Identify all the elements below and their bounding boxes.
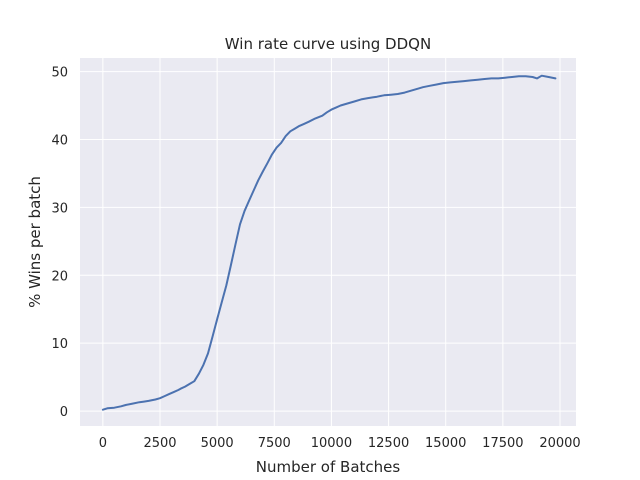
x-tick-label: 5000 <box>201 436 234 451</box>
x-tick-label: 10000 <box>311 436 352 451</box>
y-tick-label: 20 <box>51 269 68 284</box>
x-tick-label: 17500 <box>482 436 523 451</box>
grid <box>80 58 576 426</box>
series-line <box>101 74 557 411</box>
chart-title: Win rate curve using DDQN <box>225 35 431 53</box>
y-tick-label: 10 <box>51 337 68 352</box>
y-tick-label: 30 <box>51 201 68 216</box>
x-tick-label: 20000 <box>539 436 580 451</box>
y-tick-label: 0 <box>60 405 68 420</box>
y-tick-labels: 0 10 20 30 40 50 <box>51 66 68 420</box>
y-axis-label: % Wins per batch <box>26 176 44 308</box>
x-axis-label: Number of Batches <box>256 458 401 476</box>
plot-background <box>80 58 576 426</box>
x-tick-label: 12500 <box>368 436 409 451</box>
x-tick-label: 15000 <box>425 436 466 451</box>
x-tick-label: 7500 <box>258 436 291 451</box>
x-tick-labels: 0 2500 5000 7500 10000 12500 15000 17500 20000 <box>99 436 581 451</box>
x-tick-label: 0 <box>99 436 107 451</box>
y-tick-label: 50 <box>51 66 68 81</box>
y-tick-label: 40 <box>51 133 68 148</box>
x-tick-label: 2500 <box>143 436 176 451</box>
